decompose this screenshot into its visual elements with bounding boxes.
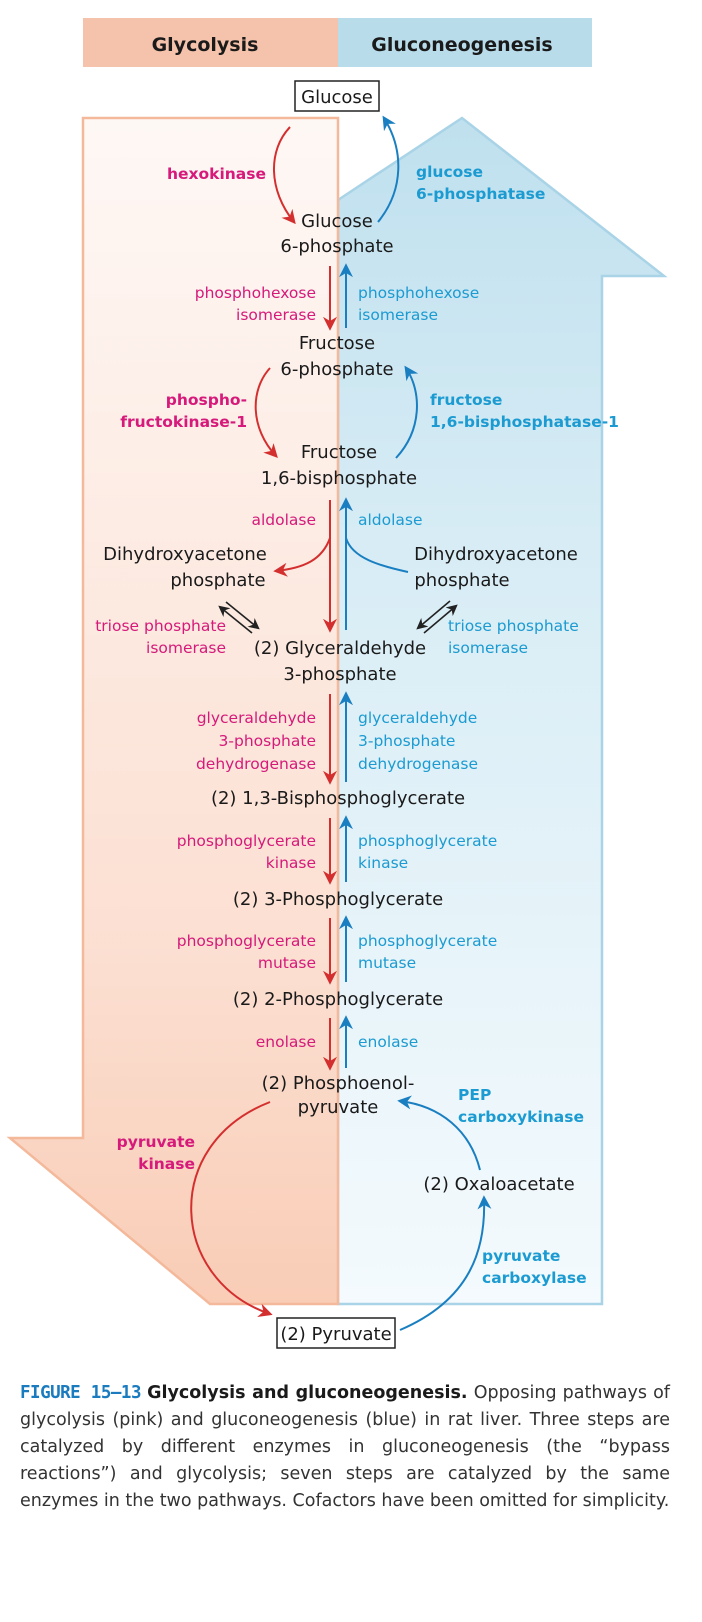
- glucose-6-phosphate-label-2: 6-phosphate: [280, 236, 393, 257]
- glyceraldehyde-3-phosphate-label-1: (2) Glyceraldehyde: [254, 638, 426, 659]
- gng-enolase-label: enolase: [358, 1033, 418, 1051]
- gng-triose-phosphate-isomerase-label-1: triose phosphate: [448, 617, 579, 635]
- 2-phosphoglycerate-label: (2) 2-Phosphoglycerate: [233, 989, 443, 1010]
- glucose-6-phosphate-label-1: Glucose: [301, 211, 373, 232]
- pfk1-arrow: [254, 367, 278, 459]
- gng-pgk-label-2: kinase: [358, 854, 408, 872]
- tpi-right-forward-arrow: [423, 604, 458, 634]
- gng-gapdh-label-2: 3-phosphate: [358, 732, 455, 750]
- fbpase1-arrow: [395, 365, 419, 459]
- pyruvate-carboxylase-label-1: pyruvate: [482, 1247, 560, 1265]
- gly-triose-phosphate-isomerase-label-1: triose phosphate: [95, 617, 226, 635]
- pyruvate-carboxylase-label-2: carboxylase: [482, 1269, 587, 1287]
- phosphofructokinase-label-2: fructokinase-1: [120, 413, 247, 431]
- gly-pgm-label-2: mutase: [258, 954, 316, 972]
- glucose-6-phosphatase-label-1: glucose: [416, 163, 483, 181]
- dhap-right-label-1: Dihydroxyacetone: [414, 544, 578, 565]
- tpi-right-reverse-arrow: [416, 600, 451, 630]
- dhap-left-label-2: phosphate: [170, 570, 265, 591]
- tpi-left-forward-arrow: [225, 601, 260, 630]
- aldolase-dhap-arrow: [273, 537, 331, 577]
- gng-pgm-label-1: phosphoglycerate: [358, 932, 497, 950]
- pyruvate-carboxylase-arrow: [399, 1195, 492, 1331]
- gng-pgk-label-1: phosphoglycerate: [358, 832, 497, 850]
- gng-phosphohexose-isomerase-label-1: phosphohexose: [358, 284, 479, 302]
- gly-phosphohexose-isomerase-label-2: isomerase: [236, 306, 316, 324]
- pep-carboxykinase-label-1: PEP: [458, 1086, 491, 1104]
- glucose-6-phosphatase-label-2: 6-phosphatase: [416, 185, 545, 203]
- glycolysis-header: Glycolysis: [152, 34, 259, 56]
- hexokinase-arrow: [273, 126, 296, 225]
- aldolase-reverse-dhap-arrow: [345, 537, 409, 573]
- hexokinase-label: hexokinase: [167, 165, 266, 183]
- gng-aldolase-label: aldolase: [358, 511, 423, 529]
- gly-gapdh-label-1: glyceraldehyde: [197, 709, 316, 727]
- gly-pgm-label-1: phosphoglycerate: [177, 932, 316, 950]
- figure-title: Glycolysis and gluconeogenesis.: [147, 1383, 468, 1403]
- gly-pgk-label-2: kinase: [266, 854, 316, 872]
- figure-number: FIGURE 15–13: [20, 1383, 142, 1403]
- glucose-6-phosphatase-arrow: [377, 115, 400, 223]
- figure-caption: FIGURE 15–13 Glycolysis and gluconeogene…: [20, 1380, 670, 1515]
- fructose-bisphosphate-label-1: Fructose: [301, 442, 377, 463]
- gng-triose-phosphate-isomerase-label-2: isomerase: [448, 639, 528, 657]
- gly-gapdh-label-3: dehydrogenase: [196, 755, 316, 773]
- gly-gapdh-label-2: 3-phosphate: [219, 732, 316, 750]
- phosphoenolpyruvate-label-2: pyruvate: [298, 1097, 379, 1118]
- bisphosphoglycerate-label: (2) 1,3-Bisphosphoglycerate: [211, 788, 465, 809]
- gng-gapdh-label-1: glyceraldehyde: [358, 709, 477, 727]
- pyruvate-kinase-label-2: kinase: [138, 1155, 195, 1173]
- figure-caption-text: Opposing pathways of glycolysis (pink) a…: [20, 1383, 670, 1511]
- gly-aldolase-label: aldolase: [251, 511, 316, 529]
- gly-enolase-label: enolase: [256, 1033, 316, 1051]
- oxaloacetate-label: (2) Oxaloacetate: [423, 1174, 574, 1195]
- pep-carboxykinase-arrow: [397, 1095, 481, 1171]
- tpi-left-reverse-arrow: [218, 605, 253, 634]
- fructose-6-phosphate-label-2: 6-phosphate: [280, 359, 393, 380]
- gng-pgm-label-2: mutase: [358, 954, 416, 972]
- dhap-right-label-2: phosphate: [414, 570, 509, 591]
- 3-phosphoglycerate-label: (2) 3-Phosphoglycerate: [233, 889, 443, 910]
- glucose-label: Glucose: [301, 87, 373, 108]
- fructose-6-phosphate-label-1: Fructose: [299, 333, 375, 354]
- gng-phosphohexose-isomerase-label-2: isomerase: [358, 306, 438, 324]
- glyceraldehyde-3-phosphate-label-2: 3-phosphate: [283, 664, 396, 685]
- pyruvate-label: (2) Pyruvate: [280, 1324, 391, 1345]
- pyruvate-kinase-arrow: [190, 1101, 273, 1318]
- dhap-left-label-1: Dihydroxyacetone: [103, 544, 267, 565]
- pep-carboxykinase-label-2: carboxykinase: [458, 1108, 584, 1126]
- phosphoenolpyruvate-label-1: (2) Phosphoenol-: [262, 1073, 415, 1094]
- pyruvate-box: [276, 1317, 396, 1349]
- fructose-bisphosphatase-label-1: fructose: [430, 391, 502, 409]
- phosphofructokinase-label-1: phospho-: [166, 391, 247, 409]
- glucose-box: [294, 80, 380, 112]
- pyruvate-kinase-label-1: pyruvate: [117, 1133, 195, 1151]
- gluconeogenesis-header: Gluconeogenesis: [371, 34, 552, 56]
- gng-gapdh-label-3: dehydrogenase: [358, 755, 478, 773]
- pathway-diagram: Glycolysis Gluconeogenesis Glucose Gluco…: [6, 18, 668, 1349]
- fructose-bisphosphate-label-2: 1,6-bisphosphate: [261, 468, 417, 489]
- glycolysis-header-bar: [83, 18, 338, 67]
- gluconeogenesis-header-bar: [338, 18, 592, 67]
- gly-phosphohexose-isomerase-label-1: phosphohexose: [195, 284, 316, 302]
- gly-pgk-label-1: phosphoglycerate: [177, 832, 316, 850]
- fructose-bisphosphatase-label-2: 1,6-bisphosphatase-1: [430, 413, 619, 431]
- gly-triose-phosphate-isomerase-label-2: isomerase: [146, 639, 226, 657]
